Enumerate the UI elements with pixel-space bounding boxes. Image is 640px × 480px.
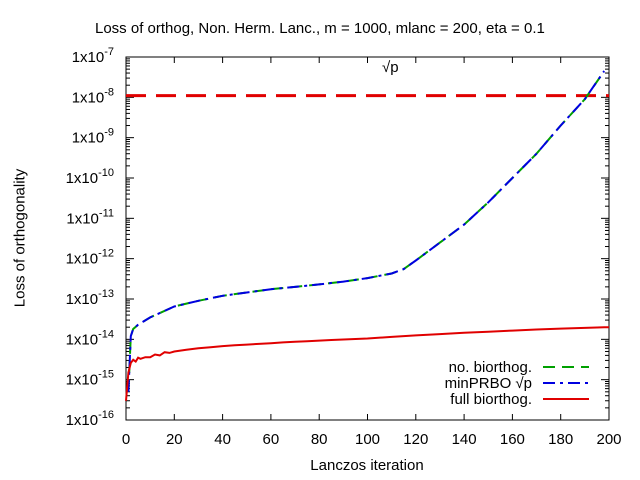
y-tick-label: 1x10-8 (72, 86, 114, 106)
plot-frame (125, 56, 610, 421)
y-tick-label: 1x10-12 (66, 248, 114, 268)
y-tick-label: 1x10-7 (72, 46, 114, 66)
series-line-1 (127, 70, 606, 392)
x-tick-label: 180 (548, 431, 573, 448)
x-tick-label: 60 (263, 431, 280, 448)
y-tick-label: 1x10-10 (66, 167, 114, 187)
legend-label-2: minPRBO √p (445, 375, 532, 392)
x-tick-label: 40 (214, 431, 231, 448)
legend-label-1: no. biorthog. (449, 359, 532, 376)
y-tick-label: 1x10-9 (72, 127, 114, 147)
y-tick-label: 1x10-13 (66, 288, 114, 308)
series-line-3 (125, 326, 609, 401)
series-line-2 (127, 70, 606, 392)
x-tick-label: 140 (452, 431, 477, 448)
x-tick-label: 80 (311, 431, 328, 448)
legend-label-3: full biorthog. (450, 391, 532, 408)
y-tick-label: 1x10-14 (66, 328, 114, 348)
chart-title: Loss of orthog, Non. Herm. Lanc., m = 10… (95, 20, 545, 37)
y-axis-label: Loss of orthogonality (11, 168, 29, 308)
y-tick-label: 1x10-11 (66, 207, 114, 227)
x-tick-label: 200 (596, 431, 621, 448)
x-tick-label: 100 (355, 431, 380, 448)
sqrt-p-annotation: √p (382, 59, 399, 76)
x-tick-label: 0 (122, 431, 130, 448)
x-axis-label: Lanczos iteration (310, 457, 424, 474)
y-tick-label: 1x10-15 (66, 369, 114, 389)
x-tick-label: 20 (166, 431, 183, 448)
y-tick-label: 1x10-16 (66, 409, 114, 429)
x-tick-label: 160 (500, 431, 525, 448)
x-tick-label: 120 (403, 431, 428, 448)
